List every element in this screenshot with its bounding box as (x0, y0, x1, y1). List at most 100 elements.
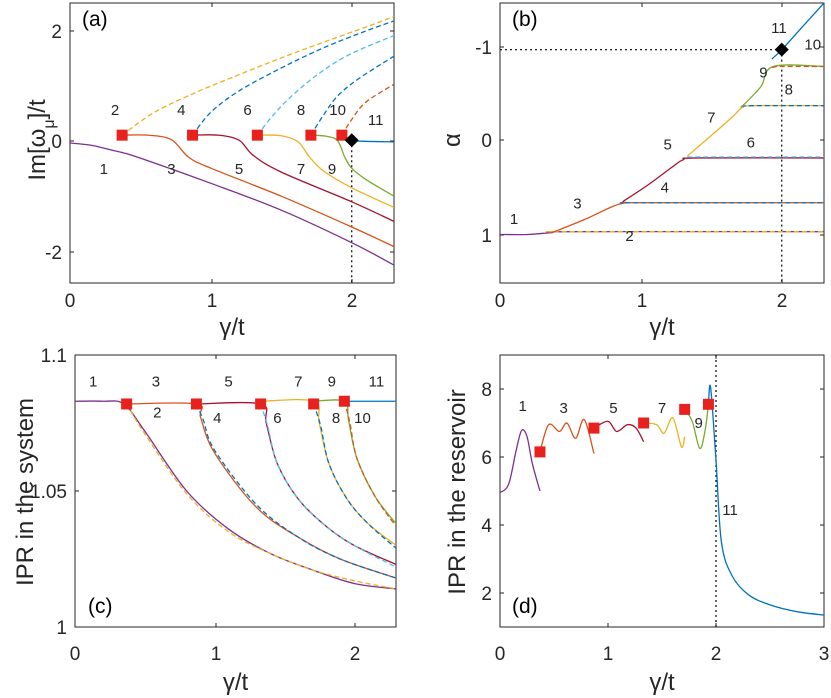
series-7-line (257, 134, 394, 208)
curve-label-11: 11 (722, 502, 738, 519)
panel-label: (c) (88, 595, 113, 618)
curve-label-5: 5 (235, 161, 243, 178)
plot-frame (499, 2, 825, 284)
series-3-line (126, 402, 396, 579)
curve-label-10: 10 (354, 410, 371, 427)
curve-label-7: 7 (294, 373, 302, 390)
exceptional-point-marker (255, 398, 267, 410)
series-11-line (771, 3, 824, 60)
y-tick-label: -1 (475, 38, 492, 59)
special-point-marker (774, 42, 789, 57)
y-axis-label: α (439, 133, 466, 147)
y-tick-label: 4 (481, 516, 492, 537)
series-4-line (192, 20, 394, 136)
panel-a: 0 1 2 2 0 -2 γ/t Im[ωμ]/t (a) 1 2 3 4 5 6 7 8 9 10 11 (24, 2, 395, 341)
curve-label-1: 1 (519, 398, 527, 415)
series-6-line (260, 403, 396, 568)
curve-label-5: 5 (224, 373, 232, 390)
curve-label-4: 4 (177, 102, 185, 119)
exceptional-point-marker (187, 129, 199, 141)
y-axis-label: IPR in the system (12, 398, 39, 586)
curve-label-3: 3 (152, 373, 160, 390)
y-axis-label: IPR in the reservoir (444, 389, 471, 594)
y-tick-label: 6 (481, 448, 492, 469)
curve-label-8: 8 (785, 81, 793, 98)
series-9-line (310, 134, 394, 197)
plot-area (500, 3, 824, 283)
curve-label-6: 6 (243, 102, 251, 119)
plot-area (70, 15, 394, 283)
curve-label-11: 11 (368, 112, 384, 129)
x-tick-label: 2 (777, 291, 788, 312)
exceptional-point-marker (336, 129, 348, 141)
curve-label-1: 1 (510, 211, 518, 228)
y-tick-label: 1.05 (30, 482, 67, 503)
x-tick-label: 0 (495, 644, 506, 665)
exceptional-point-marker (588, 422, 600, 434)
x-tick-label: 0 (65, 291, 76, 312)
series-11-line (707, 384, 824, 616)
series-6-line (256, 34, 394, 136)
exceptional-point-marker (638, 417, 650, 429)
curve-label-6: 6 (273, 410, 281, 427)
exceptional-point-marker (338, 395, 350, 407)
curve-label-8: 8 (297, 102, 305, 119)
y-tick-label: 0 (481, 131, 492, 152)
panel-label: (b) (512, 8, 538, 31)
plot-frame (499, 354, 825, 628)
y-tick-label: 8 (481, 380, 492, 401)
curve-label-9: 9 (328, 373, 336, 390)
y-tick-label: 1 (481, 226, 492, 247)
x-axis-label: γ/t (649, 669, 675, 696)
y-tick-label: 2 (51, 22, 62, 43)
curve-label-5: 5 (609, 400, 617, 417)
curve-label-10: 10 (329, 102, 346, 119)
curve-label-3: 3 (560, 400, 568, 417)
series-3-line (122, 134, 394, 248)
curve-label-4: 4 (213, 410, 221, 427)
curve-label-11: 11 (369, 373, 385, 390)
series-10-line (343, 401, 396, 527)
x-tick-label: 2 (711, 644, 722, 665)
x-tick-label: 1 (603, 644, 614, 665)
curve-label-2: 2 (625, 228, 633, 245)
x-tick-label: 2 (347, 291, 358, 312)
x-tick-label: 1 (211, 644, 222, 665)
y-tick-label: 0 (51, 132, 62, 153)
series-7-line (686, 104, 824, 157)
x-tick-label: 3 (819, 644, 830, 665)
x-tick-label: 1 (637, 291, 648, 312)
panel-label: (a) (82, 8, 108, 31)
curve-label-7: 7 (297, 161, 305, 178)
curve-label-6: 6 (747, 135, 755, 152)
panel-label: (d) (512, 595, 538, 618)
plot-frame (69, 2, 395, 284)
exceptional-point-marker (679, 403, 691, 415)
series-5-line (622, 157, 824, 203)
exceptional-point-marker (116, 129, 128, 141)
curve-label-1: 1 (89, 373, 97, 390)
curve-label-3: 3 (573, 195, 581, 212)
curve-label-9: 9 (695, 415, 703, 432)
series-3-line (551, 201, 824, 234)
x-axis-label: γ/t (219, 314, 245, 341)
series-5-line (192, 134, 394, 222)
series-5-line (593, 420, 645, 443)
curve-label-1: 1 (100, 161, 108, 178)
x-tick-label: 2 (350, 644, 361, 665)
series-4-line (195, 403, 396, 579)
series-3-line (539, 418, 595, 454)
series-10-line (341, 83, 394, 136)
series-8-line (310, 55, 394, 136)
curve-label-9: 9 (328, 161, 336, 178)
series-2-line (126, 403, 396, 590)
plot-area (500, 355, 824, 627)
y-tick-label: 2 (481, 584, 492, 605)
curve-label-2: 2 (111, 102, 119, 119)
curve-label-4: 4 (661, 179, 669, 196)
y-tick-label: -2 (45, 243, 62, 264)
curve-label-3: 3 (167, 161, 175, 178)
series-1-line (70, 142, 394, 266)
